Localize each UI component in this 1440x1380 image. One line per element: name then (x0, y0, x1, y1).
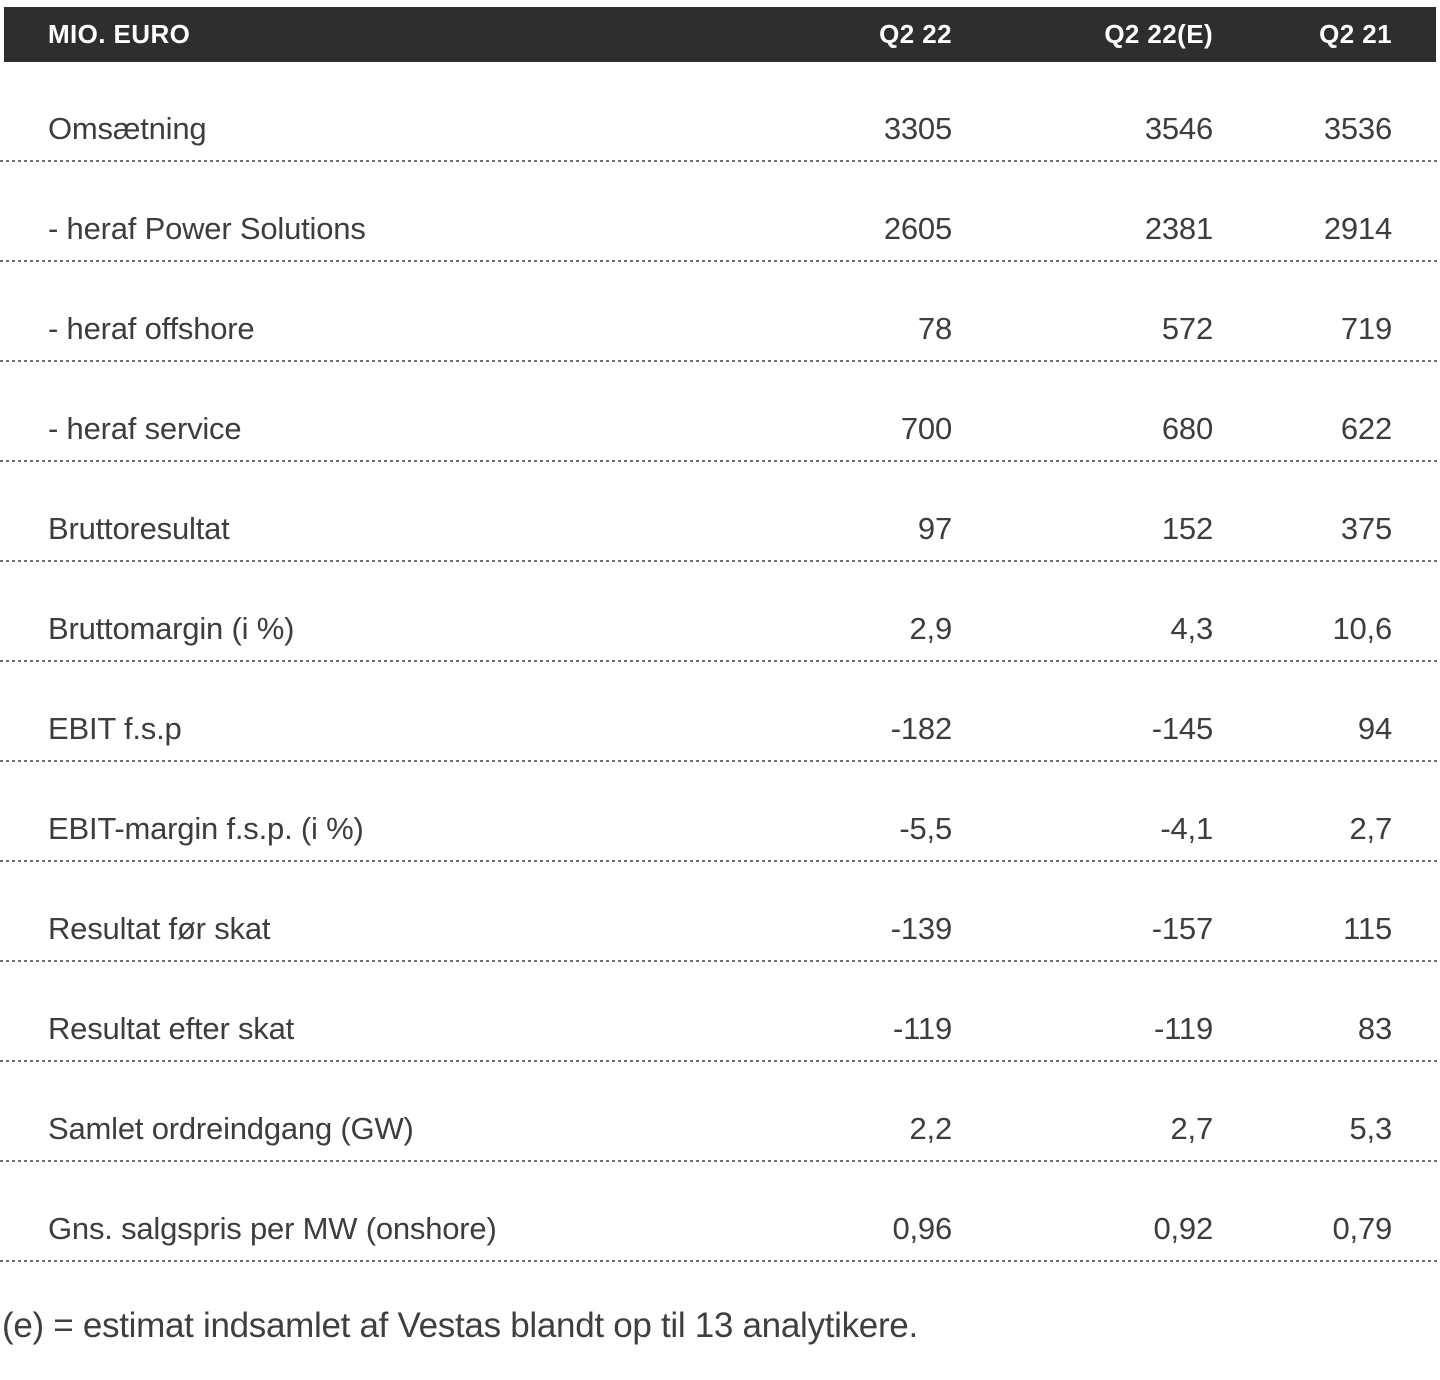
column-header-q2-22: Q2 22 (879, 19, 952, 49)
cell-q2-22e: 2,7 (1170, 1111, 1214, 1146)
table-header-bar: MIO. EURO Q2 22 Q2 22(E) Q2 21 (4, 7, 1436, 62)
column-header-mio-euro: MIO. EURO (48, 19, 191, 49)
table-row: Resultat før skat -139 -157 115 (0, 862, 1440, 962)
cell-q2-21: 10,6 (1332, 611, 1392, 646)
cell-q2-22: 97 (917, 511, 952, 546)
estimate-footnote: (e) = estimat indsamlet af Vestas blandt… (2, 1306, 918, 1345)
cell-q2-22: 2605 (883, 211, 952, 246)
table-row: EBIT-margin f.s.p. (i %) -5,5 -4,1 2,7 (0, 762, 1440, 862)
cell-q2-22: 2,9 (909, 611, 953, 646)
row-label: Samlet ordreindgang (GW) (48, 1111, 414, 1146)
column-header-q2-22e: Q2 22(E) (1104, 19, 1213, 49)
row-label: - heraf service (48, 411, 242, 446)
cell-q2-22e: 0,92 (1153, 1211, 1213, 1246)
column-header-q2-21: Q2 21 (1319, 19, 1392, 49)
row-label: EBIT-margin f.s.p. (i %) (48, 811, 364, 846)
cell-q2-22: -139 (890, 911, 952, 946)
row-label: Resultat før skat (48, 911, 271, 946)
cell-q2-21: 719 (1340, 311, 1392, 346)
row-label: Bruttomargin (i %) (48, 611, 295, 646)
table-row: - heraf service 700 680 622 (0, 362, 1440, 462)
cell-q2-22e: 2381 (1144, 211, 1213, 246)
cell-q2-21: 2,7 (1349, 811, 1393, 846)
cell-q2-22e: -145 (1151, 711, 1213, 746)
row-label: - heraf Power Solutions (48, 211, 366, 246)
cell-q2-22: 700 (900, 411, 952, 446)
cell-q2-21: 3536 (1323, 111, 1392, 146)
table-row: Samlet ordreindgang (GW) 2,2 2,7 5,3 (0, 1062, 1440, 1162)
row-label: Resultat efter skat (48, 1011, 295, 1046)
table-body: Omsætning 3305 3546 3536 - heraf Power S… (0, 62, 1440, 1262)
cell-q2-22: 0,96 (892, 1211, 952, 1246)
cell-q2-22e: 572 (1161, 311, 1213, 346)
row-label: Omsætning (48, 111, 207, 146)
table-row: EBIT f.s.p -182 -145 94 (0, 662, 1440, 762)
cell-q2-22e: 4,3 (1170, 611, 1214, 646)
cell-q2-21: 622 (1340, 411, 1392, 446)
cell-q2-22: 2,2 (909, 1111, 953, 1146)
cell-q2-22e: 152 (1161, 511, 1213, 546)
row-label: - heraf offshore (48, 311, 255, 346)
cell-q2-21: 2914 (1323, 211, 1392, 246)
table-row: Bruttomargin (i %) 2,9 4,3 10,6 (0, 562, 1440, 662)
table-row: Omsætning 3305 3546 3536 (0, 62, 1440, 162)
cell-q2-22e: 3546 (1144, 111, 1213, 146)
table-row: Bruttoresultat 97 152 375 (0, 462, 1440, 562)
cell-q2-22: -182 (890, 711, 952, 746)
cell-q2-22: -119 (893, 1011, 952, 1046)
row-label: EBIT f.s.p (48, 711, 182, 746)
row-label: Gns. salgspris per MW (onshore) (48, 1211, 497, 1246)
cell-q2-21: 0,79 (1332, 1211, 1392, 1246)
cell-q2-21: 375 (1340, 511, 1392, 546)
cell-q2-21: 83 (1357, 1011, 1392, 1046)
cell-q2-22: 3305 (883, 111, 952, 146)
table-row: Resultat efter skat -119 -119 83 (0, 962, 1440, 1062)
cell-q2-21: 115 (1343, 911, 1392, 946)
table-row: Gns. salgspris per MW (onshore) 0,96 0,9… (0, 1162, 1440, 1262)
row-label: Bruttoresultat (48, 511, 230, 546)
cell-q2-22e: -4,1 (1160, 811, 1213, 846)
cell-q2-22: -5,5 (899, 811, 952, 846)
table-row: - heraf offshore 78 572 719 (0, 262, 1440, 362)
cell-q2-22e: -119 (1154, 1011, 1213, 1046)
cell-q2-22: 78 (917, 311, 952, 346)
table-row: - heraf Power Solutions 2605 2381 2914 (0, 162, 1440, 262)
cell-q2-22e: 680 (1161, 411, 1213, 446)
cell-q2-22e: -157 (1151, 911, 1213, 946)
cell-q2-21: 94 (1357, 711, 1392, 746)
cell-q2-21: 5,3 (1349, 1111, 1393, 1146)
